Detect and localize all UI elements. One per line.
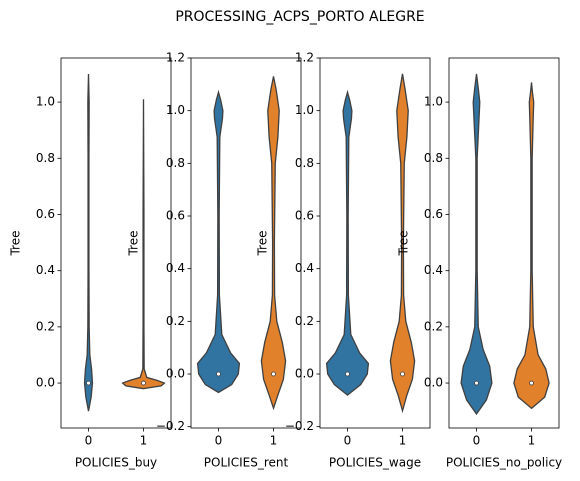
y-tick-label: −0.2 xyxy=(285,419,314,433)
x-tick-label: 0 xyxy=(85,434,93,448)
x-tick-label: 1 xyxy=(528,434,536,448)
y-tick-label: 0.0 xyxy=(166,367,185,381)
figure-title: PROCESSING_ACPS_PORTO ALEGRE xyxy=(175,9,424,25)
axes-frame xyxy=(190,57,302,429)
y-tick-label: 0.6 xyxy=(36,207,55,221)
violin-body xyxy=(513,82,550,410)
median-dot xyxy=(400,371,405,377)
x-axis-label: POLICIES_wage xyxy=(329,456,421,470)
y-tick-label: 1.2 xyxy=(295,51,314,65)
x-tick-label: 1 xyxy=(140,434,148,448)
y-tick-label: 0.4 xyxy=(424,263,443,277)
y-tick-label: 1.0 xyxy=(36,95,55,109)
x-axis-label: POLICIES_buy xyxy=(75,456,157,470)
y-tick-label: −0.2 xyxy=(156,419,185,433)
y-tick-label: 0.8 xyxy=(295,156,314,170)
axes-frame xyxy=(60,57,172,429)
y-axis-label: Tree xyxy=(127,230,141,256)
x-axis-label: POLICIES_rent xyxy=(204,456,289,470)
y-tick-label: 1.0 xyxy=(166,103,185,117)
y-tick-label: 0.8 xyxy=(424,151,443,165)
median-dot xyxy=(271,371,276,377)
median-dot xyxy=(141,380,146,386)
violin-body xyxy=(460,73,493,416)
y-tick-label: 0.6 xyxy=(424,207,443,221)
median-dot xyxy=(474,380,479,386)
x-tick-label: 1 xyxy=(270,434,278,448)
y-tick-label: 0.8 xyxy=(166,156,185,170)
x-tick-label: 0 xyxy=(344,434,352,448)
y-tick-label: 0.2 xyxy=(166,314,185,328)
axes-background xyxy=(61,58,171,428)
violin-body xyxy=(389,73,416,414)
y-tick-label: 0.6 xyxy=(166,209,185,223)
violin-body xyxy=(121,99,166,390)
violin-body xyxy=(260,76,287,411)
median-dot xyxy=(216,371,221,377)
y-tick-label: 1.0 xyxy=(295,103,314,117)
axes-frame xyxy=(448,57,560,429)
y-tick-label: 0.4 xyxy=(36,263,55,277)
y-tick-label: 0.6 xyxy=(295,209,314,223)
median-dot xyxy=(345,371,350,377)
y-tick-label: 0.0 xyxy=(424,376,443,390)
y-tick-label: 0.2 xyxy=(424,319,443,333)
violin-body xyxy=(83,73,94,412)
y-tick-label: 1.2 xyxy=(166,51,185,65)
median-dot xyxy=(529,380,534,386)
y-tick-label: 0.4 xyxy=(166,261,185,275)
y-tick-label: 0.0 xyxy=(295,367,314,381)
x-tick-label: 0 xyxy=(473,434,481,448)
y-axis-label: Tree xyxy=(397,230,411,256)
y-axis-label: Tree xyxy=(256,230,270,256)
violin-body xyxy=(196,89,241,394)
x-tick-label: 1 xyxy=(399,434,407,448)
axes-frame xyxy=(319,57,431,429)
y-tick-label: 0.8 xyxy=(36,151,55,165)
y-tick-label: 1.0 xyxy=(424,95,443,109)
y-tick-label: 0.0 xyxy=(36,376,55,390)
y-tick-label: 0.2 xyxy=(295,314,314,328)
x-axis-label: POLICIES_no_policy xyxy=(446,456,562,470)
median-dot xyxy=(86,380,91,386)
y-axis-label: Tree xyxy=(9,230,23,256)
violin-body xyxy=(325,89,370,396)
x-tick-label: 0 xyxy=(215,434,223,448)
y-tick-label: 0.4 xyxy=(295,261,314,275)
y-tick-label: 0.2 xyxy=(36,319,55,333)
